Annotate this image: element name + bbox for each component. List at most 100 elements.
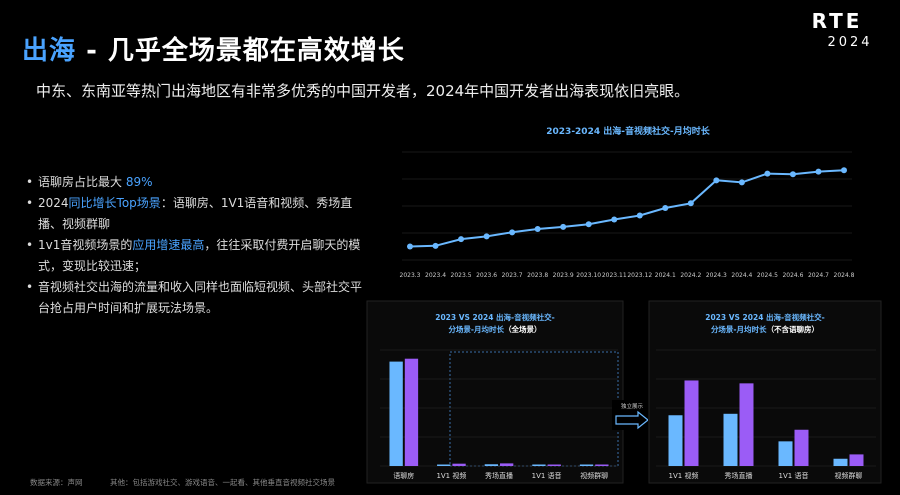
footer-source: 数据来源：声网 [30,478,83,487]
bar2-title-suffix: （不含语聊房） [767,324,820,334]
bar [723,413,738,466]
x-tick-label: 2023.4 [425,272,446,279]
bar1-title-line1: 2023 VS 2024 出海-音视频社交- [435,312,555,322]
x-tick-label: 2024.3 [706,272,727,279]
x-tick-label: 2024.8 [834,272,855,279]
bar-chart-no-voice-room: 2023 VS 2024 出海-音视频社交- 分场景-月均时长（不含语聊房） 1… [648,300,882,484]
x-tick-label: 2024.5 [757,272,778,279]
bullet-item: 音视频社交出海的流量和收入同样也面临短视频、头部社交平台抢占用户时间和扩展玩法场… [26,277,366,319]
arrow-label: 独立展示 [621,402,644,410]
bar2-title-line1: 2023 VS 2024 出海-音视频社交- [705,312,825,322]
x-tick-label: 2024.2 [680,272,701,279]
bar [437,464,451,466]
svg-text:分场景-月均时长（不含语聊房）: 分场景-月均时长（不含语聊房） [711,324,819,334]
bar [778,441,793,466]
category-label: 秀场直播 [485,471,513,480]
bullet-hl: 同比增长Top场景 [68,196,161,210]
data-point [738,179,745,186]
data-point [585,221,592,228]
bar [595,464,609,466]
x-tick-label: 2023.7 [502,272,523,279]
line-chart: 2023-2024 出海-音视频社交-月均时长 2023.3 2023.4 2023… [388,110,866,288]
data-point [560,223,567,230]
data-point [458,236,465,243]
bar [452,463,466,466]
bar [547,464,561,466]
bar [668,415,683,466]
title-highlight: 出海 [22,36,77,66]
x-tick-label: 2023.12 [627,272,652,279]
bar [579,464,594,466]
category-label: 秀场直播 [725,471,753,480]
data-point [534,225,541,232]
data-point [407,243,413,250]
logo-line1: RTE [812,9,863,33]
bar [532,464,546,466]
x-tick-label: 2024.1 [655,272,676,279]
data-point [815,168,822,175]
bar-chart-all: 2023 VS 2024 出海-音视频社交- 分场景-月均时长（全场景） 语聊房… [366,300,624,484]
bar [739,383,754,466]
bar2-title-line2: 分场景-月均时长 [711,324,767,334]
bullet-pre: 语聊房占比最大 [38,175,126,189]
x-tick-label: 2023.6 [476,272,497,279]
x-tick-label: 2024.4 [731,272,752,279]
data-point [713,177,720,184]
bar [404,358,419,466]
x-tick-label: 2023.9 [553,272,574,279]
bullet-hl: 89% [125,175,153,189]
data-point [611,216,618,223]
x-tick-label: 2023.10 [576,272,601,279]
bar [684,380,699,466]
x-tick-label: 2024.6 [782,272,803,279]
data-point [841,167,847,174]
line-series [409,169,845,248]
x-tick-label: 2023.11 [602,272,627,279]
bullet-pre: 音视频社交出海的流量和收入同样也面临短视频、头部社交平台抢占用户时间和扩展玩法场… [38,280,363,315]
bullet-item: 2024同比增长Top场景：语聊房、1V1语音和视频、秀场直播、视频群聊 [26,193,366,235]
category-label: 1V1 语音 [779,471,809,480]
footer-note: 其他：包括游戏社交、游戏语音、一起看、其他垂直音视频社交场景 [110,478,335,487]
category-label: 视频群聊 [835,471,863,480]
bar [484,464,498,466]
data-point [509,229,516,236]
category-label: 语聊房 [393,471,414,480]
x-tick-label: 2023.5 [451,272,472,279]
data-point [789,171,796,178]
line-chart-title: 2023-2024 出海-音视频社交-月均时长 [546,125,710,137]
data-point [764,170,771,177]
bullet-post: ，往往采取付费开启聊天的模式，变现比较迅速； [38,238,361,273]
bullet-pre: 2024 [38,196,69,210]
bar [833,458,848,466]
bullet-hl: 应用增速最高 [132,238,205,252]
logo-line2: 2024 [827,35,872,50]
bullet-post: ：语聊房、1V1语音和视频、秀场直播、视频群聊 [38,196,353,231]
bar1-title-line2: 分场景-月均时长 [448,324,504,334]
title-rest: - 几乎全场景都在高效增长 [76,36,405,66]
data-point [483,233,490,240]
x-tick-label: 2024.7 [808,272,829,279]
category-label: 1V1 视频 [669,471,699,480]
arrow-indicator: 独立展示 [612,400,652,430]
rte-logo: RTE 2024 [812,9,872,50]
bar [500,463,514,466]
x-tick-label: 2023.8 [527,272,548,279]
arrow-icon [615,410,649,430]
page-title: 出海 - 几乎全场景都在高效增长 [22,30,405,67]
bar [849,454,864,466]
svg-text:分场景-月均时长（全场景）: 分场景-月均时长（全场景） [448,324,541,334]
x-tick-label: 2023.3 [400,272,421,279]
bar [794,429,809,466]
subtitle: 中东、东南亚等热门出海地区有非常多优秀的中国开发者，2024年中国开发者出海表现… [36,82,690,100]
bullet-item: 1v1音视频场景的应用增速最高，往往采取付费开启聊天的模式，变现比较迅速； [26,235,366,277]
data-point [432,242,439,249]
bullet-pre: 1v1音视频场景的 [38,238,133,252]
bullet-item: 语聊房占比最大 89% [26,172,366,193]
data-point [636,212,643,219]
data-point [662,205,669,212]
category-label: 1V1 视频 [436,471,466,480]
category-label: 视频群聊 [580,471,608,480]
bar1-title-suffix: （全场景） [504,324,542,334]
data-point [687,200,694,207]
category-label: 1V1 语音 [532,471,562,480]
